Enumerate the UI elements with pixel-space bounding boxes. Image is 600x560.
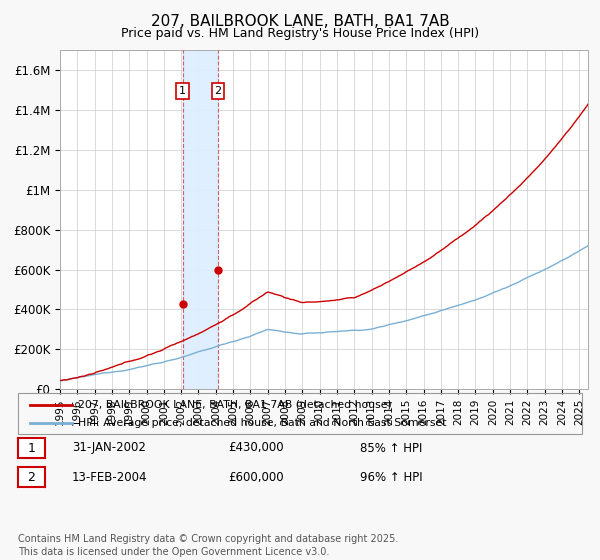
Text: 85% ↑ HPI: 85% ↑ HPI	[360, 441, 422, 455]
Text: 13-FEB-2004: 13-FEB-2004	[72, 470, 148, 484]
Text: 2: 2	[214, 86, 221, 96]
Text: £600,000: £600,000	[228, 470, 284, 484]
Text: £430,000: £430,000	[228, 441, 284, 455]
Bar	[182, 50, 218, 389]
Text: Contains HM Land Registry data © Crown copyright and database right 2025.
This d: Contains HM Land Registry data © Crown c…	[18, 534, 398, 557]
Text: 31-JAN-2002: 31-JAN-2002	[72, 441, 146, 455]
Text: 1: 1	[28, 441, 35, 455]
Text: 2: 2	[28, 470, 35, 484]
Text: Price paid vs. HM Land Registry's House Price Index (HPI): Price paid vs. HM Land Registry's House …	[121, 27, 479, 40]
Text: 207, BAILBROOK LANE, BATH, BA1 7AB (detached house): 207, BAILBROOK LANE, BATH, BA1 7AB (deta…	[78, 400, 392, 409]
Text: 207, BAILBROOK LANE, BATH, BA1 7AB: 207, BAILBROOK LANE, BATH, BA1 7AB	[151, 14, 449, 29]
Text: 96% ↑ HPI: 96% ↑ HPI	[360, 470, 422, 484]
Text: 1: 1	[179, 86, 186, 96]
Text: HPI: Average price, detached house, Bath and North East Somerset: HPI: Average price, detached house, Bath…	[78, 418, 446, 427]
